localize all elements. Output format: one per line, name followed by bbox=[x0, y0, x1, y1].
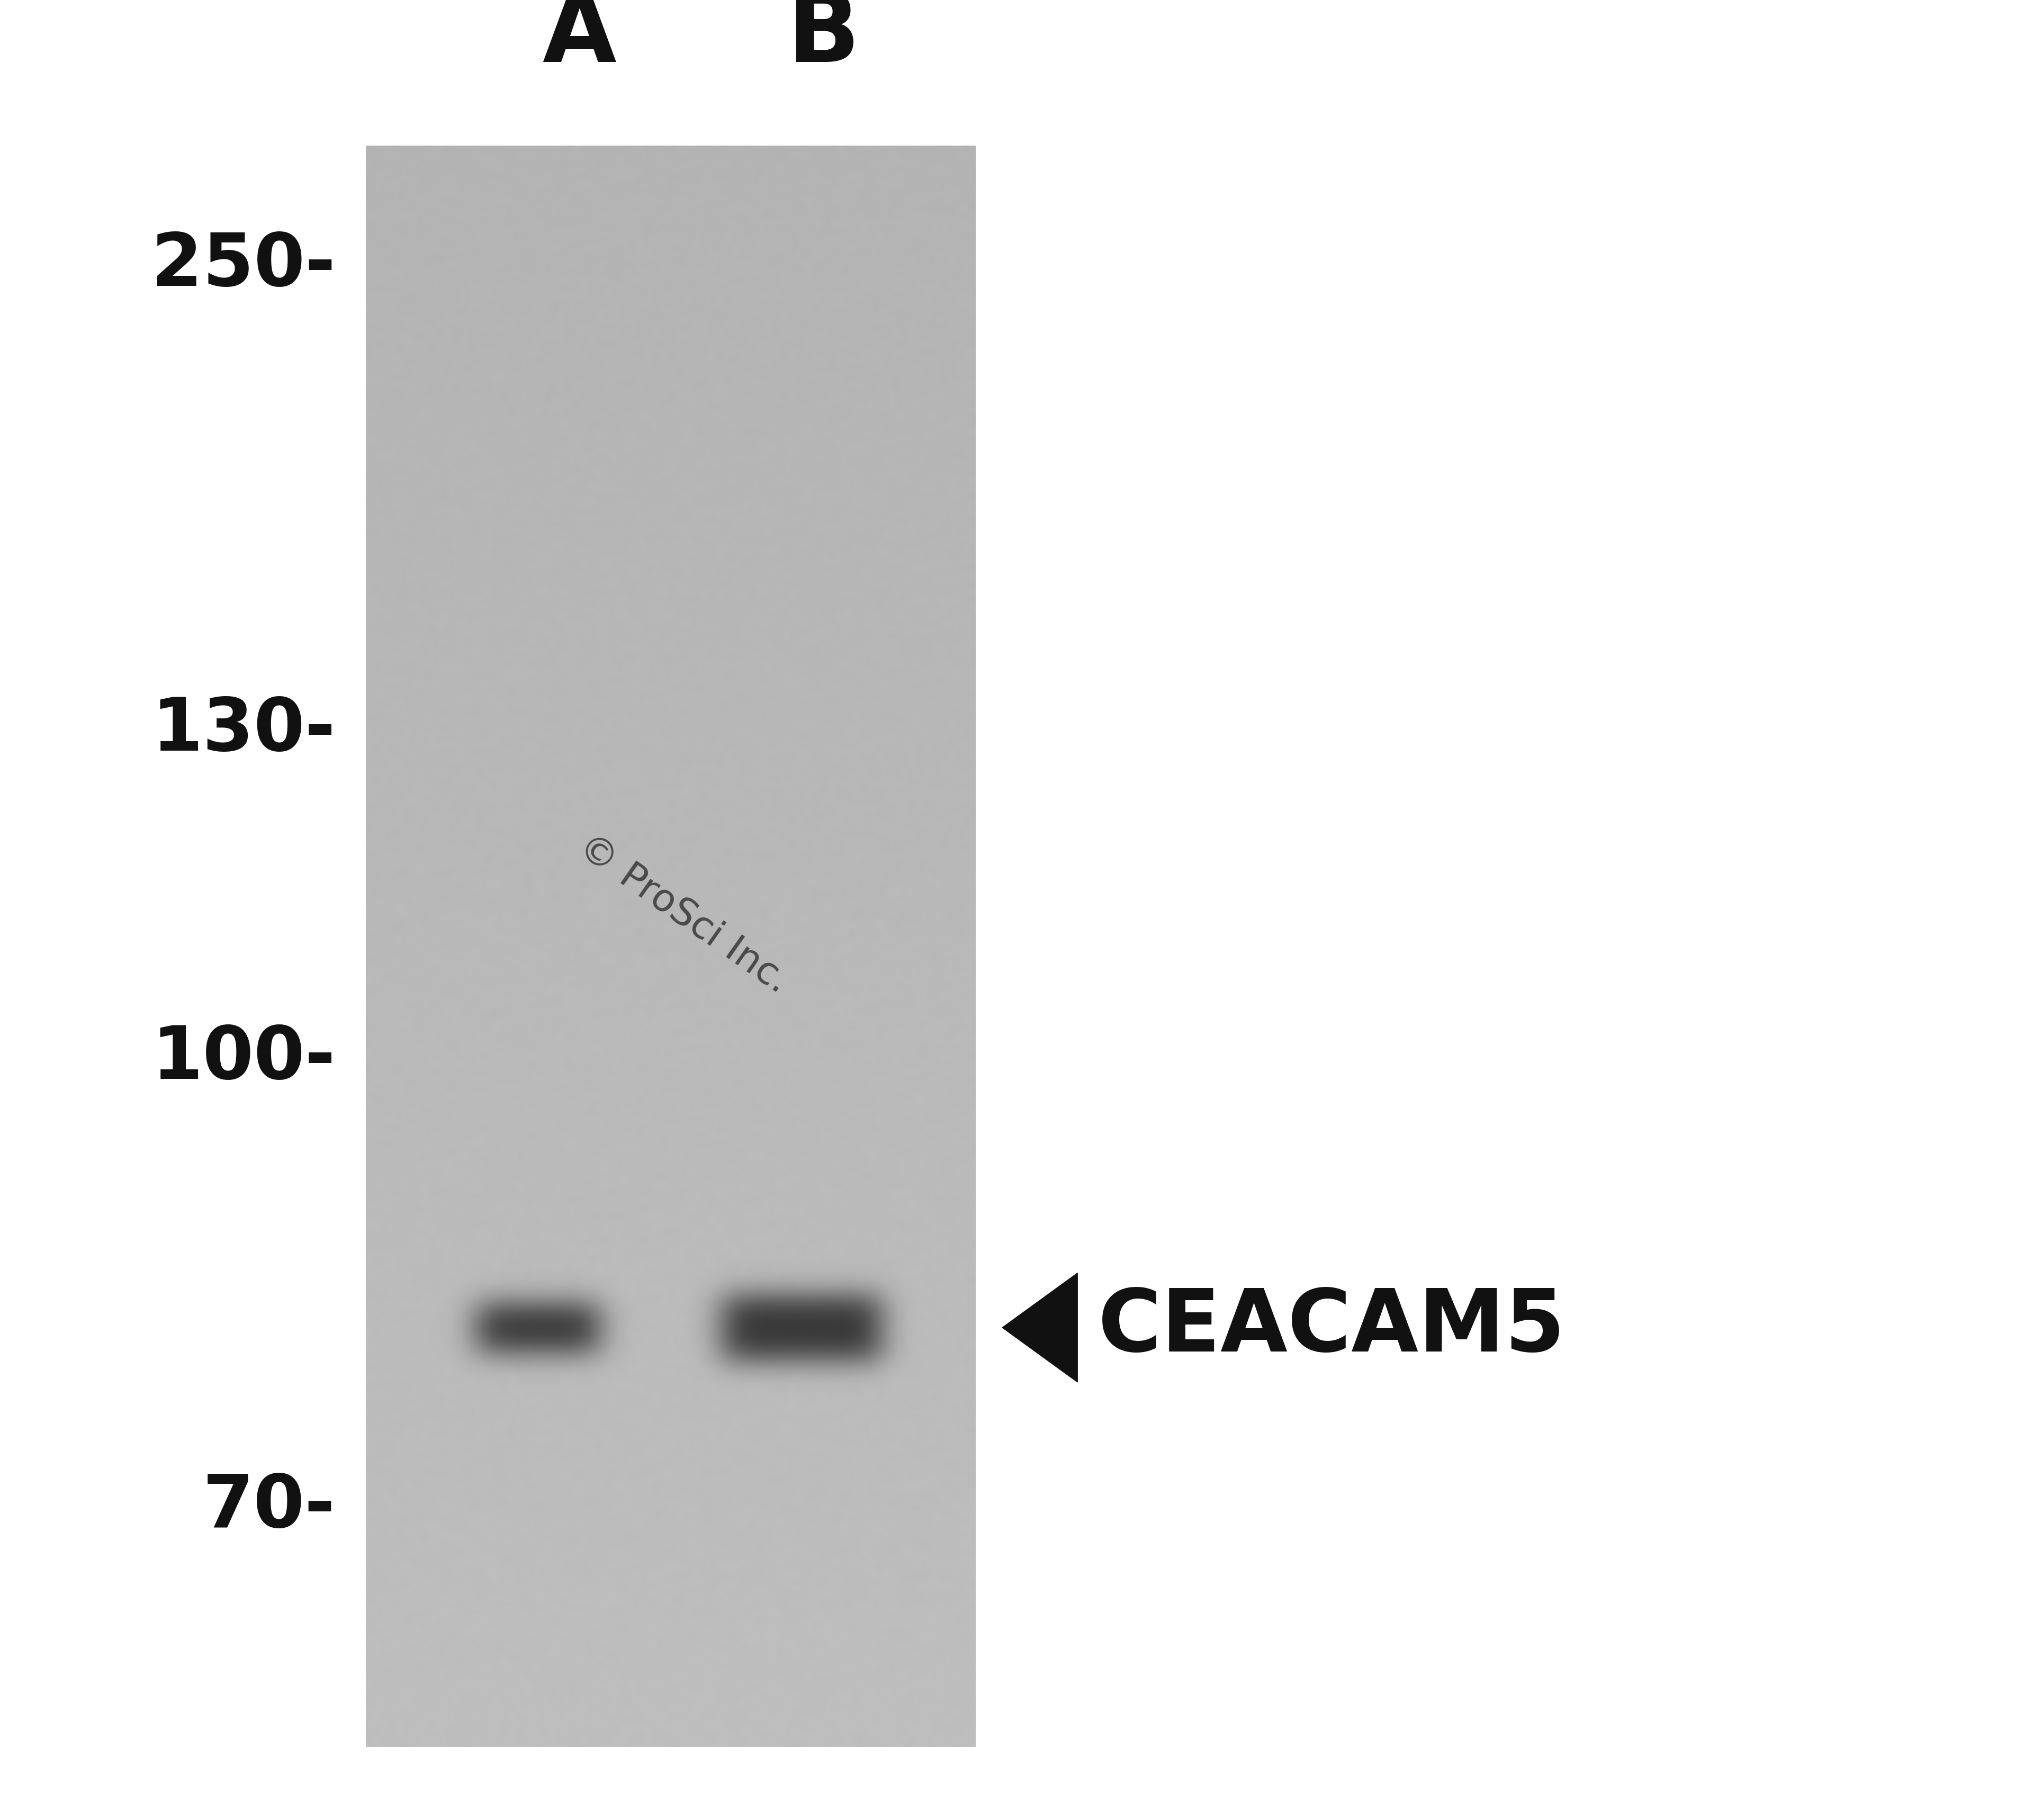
Text: B: B bbox=[787, 0, 860, 82]
Text: 250-: 250- bbox=[150, 229, 335, 302]
Text: 70-: 70- bbox=[203, 1471, 335, 1543]
Text: CEACAM5: CEACAM5 bbox=[1098, 1285, 1565, 1370]
Text: © ProSci Inc.: © ProSci Inc. bbox=[571, 828, 795, 1001]
Text: 130-: 130- bbox=[152, 695, 335, 766]
Text: 100-: 100- bbox=[152, 1023, 335, 1094]
Text: A: A bbox=[543, 0, 616, 82]
Polygon shape bbox=[1002, 1272, 1077, 1381]
